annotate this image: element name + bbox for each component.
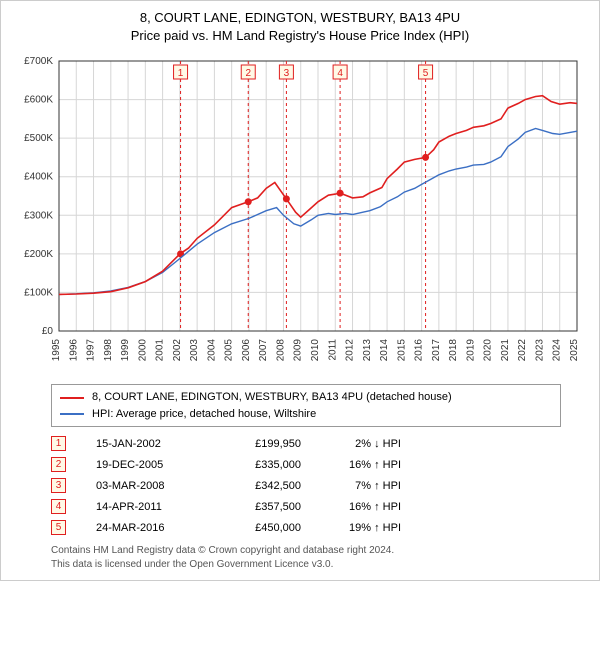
sales-row: 4 14-APR-2011 £357,500 16% ↑ HPI: [51, 496, 561, 517]
svg-text:2002: 2002: [172, 339, 183, 362]
svg-text:2013: 2013: [362, 339, 373, 362]
svg-text:£0: £0: [42, 326, 54, 337]
svg-text:£300K: £300K: [24, 211, 53, 222]
legend-item: 8, COURT LANE, EDINGTON, WESTBURY, BA13 …: [60, 389, 552, 406]
svg-text:2015: 2015: [396, 339, 407, 362]
footer-note: Contains HM Land Registry data © Crown c…: [51, 544, 561, 572]
svg-text:£400K: £400K: [24, 172, 53, 183]
sale-marker: 1: [51, 436, 66, 451]
sale-date: 14-APR-2011: [96, 501, 191, 513]
sale-date: 15-JAN-2002: [96, 438, 191, 450]
svg-text:1: 1: [178, 68, 184, 79]
svg-text:2000: 2000: [137, 339, 148, 362]
svg-text:£500K: £500K: [24, 134, 53, 145]
svg-text:2001: 2001: [155, 339, 166, 362]
svg-text:2005: 2005: [224, 339, 235, 362]
svg-text:2011: 2011: [327, 339, 338, 361]
svg-text:2021: 2021: [500, 339, 511, 362]
svg-text:3: 3: [284, 68, 290, 79]
svg-text:1997: 1997: [86, 339, 97, 362]
svg-text:2023: 2023: [534, 339, 545, 362]
svg-text:5: 5: [423, 68, 429, 79]
legend-swatch: [60, 397, 84, 399]
title-subtitle: Price paid vs. HM Land Registry's House …: [9, 27, 591, 45]
svg-text:2006: 2006: [241, 339, 252, 362]
sales-table: 1 15-JAN-2002 £199,950 2% ↓ HPI 2 19-DEC-2005…: [51, 433, 561, 538]
sale-pct: 16% ↑ HPI: [331, 501, 401, 513]
svg-text:2007: 2007: [258, 339, 269, 362]
legend-label: HPI: Average price, detached house, Wilt…: [92, 406, 316, 423]
svg-text:1996: 1996: [68, 339, 79, 362]
sale-pct: 2% ↓ HPI: [331, 438, 401, 450]
svg-text:2024: 2024: [552, 339, 563, 362]
sale-pct: 16% ↑ HPI: [331, 459, 401, 471]
sale-price: £357,500: [221, 501, 301, 513]
svg-text:4: 4: [337, 68, 343, 79]
sale-price: £342,500: [221, 480, 301, 492]
legend-item: HPI: Average price, detached house, Wilt…: [60, 406, 552, 423]
sales-row: 3 03-MAR-2008 £342,500 7% ↑ HPI: [51, 475, 561, 496]
sale-price: £199,950: [221, 438, 301, 450]
chart: £0 £100K £200K £300K £400K £500K £600K £700K 199…: [9, 51, 591, 376]
sale-marker: 5: [51, 520, 66, 535]
sale-price: £450,000: [221, 522, 301, 534]
sale-date: 19-DEC-2005: [96, 459, 191, 471]
footer-line1: Contains HM Land Registry data © Crown c…: [51, 544, 561, 558]
svg-text:2017: 2017: [431, 339, 442, 362]
svg-text:2014: 2014: [379, 339, 390, 362]
svg-text:1995: 1995: [51, 339, 62, 362]
svg-text:2025: 2025: [569, 339, 580, 362]
svg-text:2009: 2009: [293, 339, 304, 362]
svg-text:2020: 2020: [483, 339, 494, 362]
svg-text:2: 2: [245, 68, 251, 79]
sale-date: 24-MAR-2016: [96, 522, 191, 534]
svg-text:2019: 2019: [465, 339, 476, 362]
sale-price: £335,000: [221, 459, 301, 471]
sale-marker: 4: [51, 499, 66, 514]
sales-row: 5 24-MAR-2016 £450,000 19% ↑ HPI: [51, 517, 561, 538]
sale-marker: 3: [51, 478, 66, 493]
svg-text:2018: 2018: [448, 339, 459, 362]
sale-pct: 7% ↑ HPI: [331, 480, 401, 492]
svg-text:2016: 2016: [414, 339, 425, 362]
sales-row: 1 15-JAN-2002 £199,950 2% ↓ HPI: [51, 433, 561, 454]
svg-text:£200K: £200K: [24, 249, 53, 260]
sale-date: 03-MAR-2008: [96, 480, 191, 492]
title-address: 8, COURT LANE, EDINGTON, WESTBURY, BA13 …: [9, 9, 591, 27]
svg-text:£100K: £100K: [24, 288, 53, 299]
legend: 8, COURT LANE, EDINGTON, WESTBURY, BA13 …: [51, 384, 561, 427]
svg-text:2003: 2003: [189, 339, 200, 362]
legend-label: 8, COURT LANE, EDINGTON, WESTBURY, BA13 …: [92, 389, 452, 406]
svg-text:2004: 2004: [206, 339, 217, 362]
chart-container: 8, COURT LANE, EDINGTON, WESTBURY, BA13 …: [0, 0, 600, 581]
svg-text:1999: 1999: [120, 339, 131, 362]
sale-pct: 19% ↑ HPI: [331, 522, 401, 534]
svg-text:2010: 2010: [310, 339, 321, 362]
svg-text:2022: 2022: [517, 339, 528, 362]
svg-text:£700K: £700K: [24, 56, 53, 67]
sale-marker: 2: [51, 457, 66, 472]
svg-text:1998: 1998: [103, 339, 114, 362]
svg-text:2012: 2012: [345, 339, 356, 362]
svg-text:£600K: £600K: [24, 95, 53, 106]
footer-line2: This data is licensed under the Open Gov…: [51, 558, 561, 572]
svg-text:2008: 2008: [275, 339, 286, 362]
legend-swatch: [60, 413, 84, 415]
sales-row: 2 19-DEC-2005 £335,000 16% ↑ HPI: [51, 454, 561, 475]
